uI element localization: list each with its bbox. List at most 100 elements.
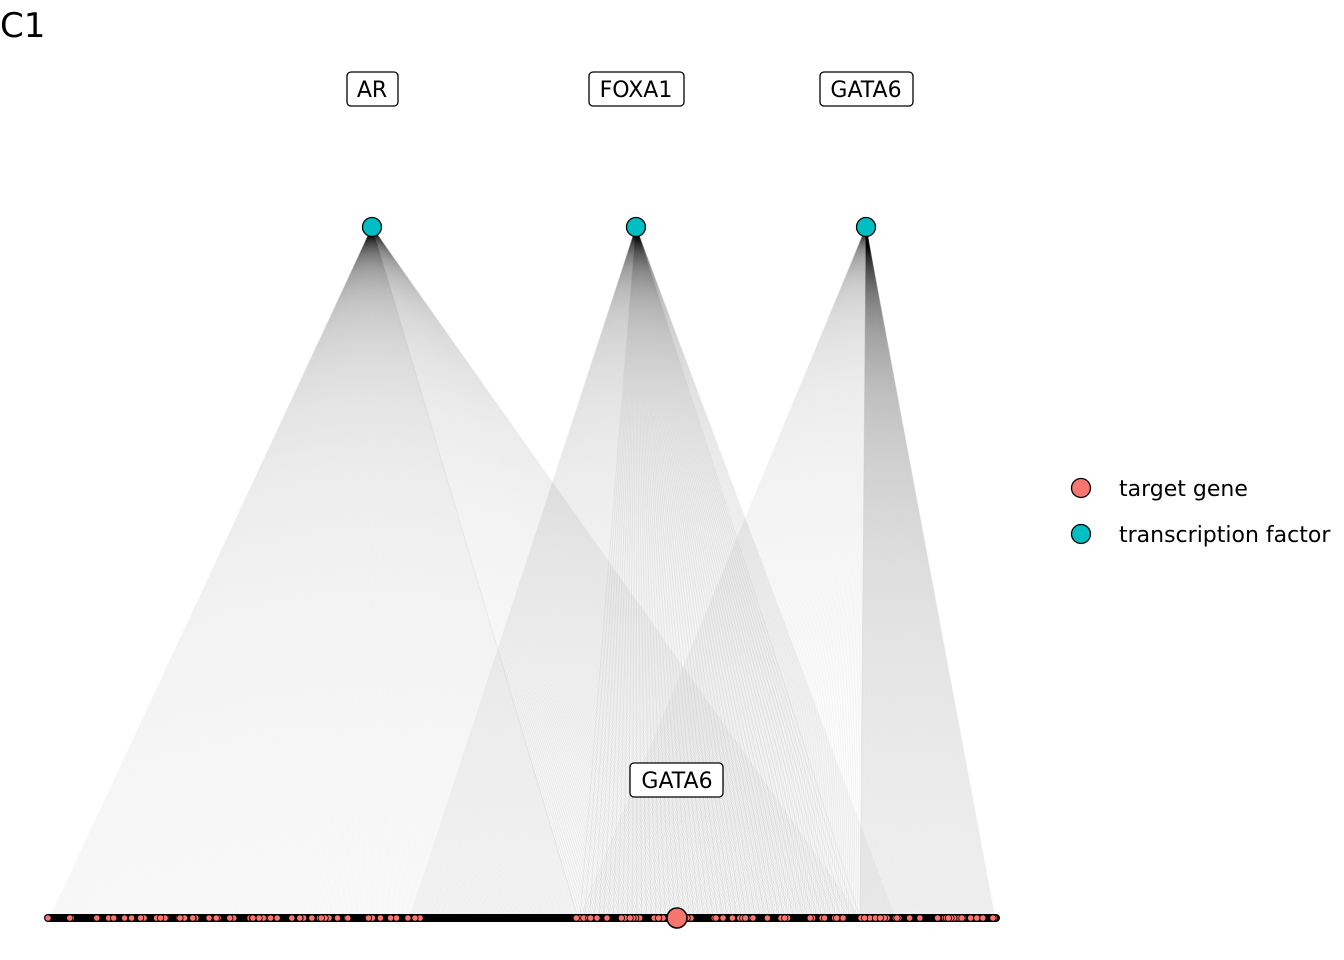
tf-node-foxa1[interactable] xyxy=(625,216,647,238)
target-gene-node[interactable] xyxy=(626,914,634,922)
regulatory-edge xyxy=(685,226,867,919)
target-gene-node[interactable] xyxy=(586,914,595,922)
regulatory-edge xyxy=(371,226,765,919)
target-gene-node[interactable] xyxy=(93,914,101,922)
target-gene-node[interactable] xyxy=(176,914,184,922)
target-gene-node[interactable] xyxy=(806,914,814,922)
target-gene-node[interactable] xyxy=(944,914,953,922)
regulatory-edge xyxy=(635,226,766,919)
regulatory-edge xyxy=(635,226,685,919)
target-gene-node[interactable] xyxy=(364,914,373,922)
regulatory-edge xyxy=(767,226,867,919)
regulatory-edge xyxy=(748,226,867,919)
target-gene-node[interactable] xyxy=(876,914,884,922)
target-gene-node[interactable] xyxy=(593,914,601,922)
regulatory-edge xyxy=(635,226,652,919)
target-gene-node[interactable] xyxy=(712,914,720,922)
regulatory-edge xyxy=(647,226,867,919)
target-gene-node[interactable] xyxy=(273,914,281,922)
regulatory-edge xyxy=(627,226,637,919)
target-gene-node[interactable] xyxy=(728,914,737,922)
target-gene-node[interactable] xyxy=(266,914,275,922)
regulatory-edge xyxy=(371,226,742,919)
target-gene-node[interactable] xyxy=(411,914,419,922)
target-gene-node[interactable] xyxy=(979,914,987,922)
regulatory-edge xyxy=(371,226,721,919)
target-gene-node[interactable] xyxy=(212,914,220,922)
target-gene-node[interactable] xyxy=(820,914,829,922)
target-gene-node[interactable] xyxy=(404,914,412,922)
target-gene-node[interactable] xyxy=(376,914,384,922)
target-gene-node[interactable] xyxy=(719,914,727,922)
target-gene-node[interactable] xyxy=(973,914,981,922)
target-gene-node[interactable] xyxy=(966,914,975,922)
target-gene-node[interactable] xyxy=(603,914,611,922)
highlighted-target-node[interactable] xyxy=(666,907,688,929)
target-gene-node[interactable] xyxy=(617,914,626,922)
regulatory-edge xyxy=(826,226,867,919)
regulatory-edge xyxy=(371,226,799,919)
target-gene-node[interactable] xyxy=(893,914,901,922)
target-gene-node[interactable] xyxy=(781,914,789,922)
target-gene-node[interactable] xyxy=(905,914,914,922)
regulatory-edge xyxy=(730,226,867,919)
regulatory-edge xyxy=(371,226,610,919)
regulatory-edge xyxy=(777,226,867,919)
regulatory-edge xyxy=(734,226,867,919)
target-gene-node[interactable] xyxy=(333,914,342,922)
target-gene-node[interactable] xyxy=(128,914,136,922)
regulatory-edge xyxy=(622,226,637,919)
target-gene-node[interactable] xyxy=(572,914,580,922)
target-gene-node[interactable] xyxy=(749,914,757,922)
regulatory-edge xyxy=(807,226,867,919)
target-gene-node[interactable] xyxy=(255,914,263,922)
target-gene-node[interactable] xyxy=(839,914,847,922)
target-gene-node[interactable] xyxy=(296,914,304,922)
target-gene-node[interactable] xyxy=(833,914,841,922)
target-gene-node[interactable] xyxy=(958,914,966,922)
target-gene-node[interactable] xyxy=(249,914,257,922)
regulatory-edge xyxy=(718,226,867,919)
regulatory-edge xyxy=(371,226,804,919)
target-gene-node[interactable] xyxy=(157,914,165,922)
target-gene-node[interactable] xyxy=(121,914,129,922)
regulatory-edge xyxy=(371,226,719,919)
target-gene-node[interactable] xyxy=(205,914,213,922)
target-gene-node[interactable] xyxy=(989,914,997,922)
highlighted-target-label: GATA6 xyxy=(629,762,724,798)
target-gene-node[interactable] xyxy=(137,914,145,922)
regulatory-edge xyxy=(635,226,728,919)
regulatory-edge xyxy=(635,226,847,919)
target-gene-node[interactable] xyxy=(226,914,234,922)
target-gene-node[interactable] xyxy=(763,914,772,922)
regulatory-edge xyxy=(635,226,738,919)
target-gene-node[interactable] xyxy=(110,914,118,922)
tf-node-ar[interactable] xyxy=(361,216,383,238)
target-gene-node[interactable] xyxy=(916,914,924,922)
target-gene-node[interactable] xyxy=(288,914,296,922)
regulatory-edge xyxy=(840,226,867,919)
target-gene-node[interactable] xyxy=(308,914,316,922)
tf-node-gata6[interactable] xyxy=(855,216,877,238)
regulatory-edge xyxy=(635,226,851,919)
tf-label-gata6-text: GATA6 xyxy=(830,78,901,103)
target-gene-node[interactable] xyxy=(66,914,74,922)
regulatory-edge xyxy=(593,226,637,919)
target-gene-node[interactable] xyxy=(189,914,197,922)
target-gene-node[interactable] xyxy=(44,914,52,922)
target-gene-node[interactable] xyxy=(860,914,869,922)
target-gene-node[interactable] xyxy=(392,914,401,922)
regulatory-edge xyxy=(635,226,671,919)
target-gene-node[interactable] xyxy=(741,914,750,922)
regulatory-edge xyxy=(371,226,703,919)
target-gene-node[interactable] xyxy=(386,914,395,922)
target-gene-node[interactable] xyxy=(933,914,942,922)
target-gene-node[interactable] xyxy=(344,914,352,922)
target-gene-node[interactable] xyxy=(654,914,663,922)
regulatory-edge xyxy=(371,226,638,919)
regulatory-edge xyxy=(635,226,752,919)
regulatory-edge xyxy=(683,226,867,919)
target-gene-node[interactable] xyxy=(317,914,325,922)
regulatory-edge xyxy=(371,226,732,919)
